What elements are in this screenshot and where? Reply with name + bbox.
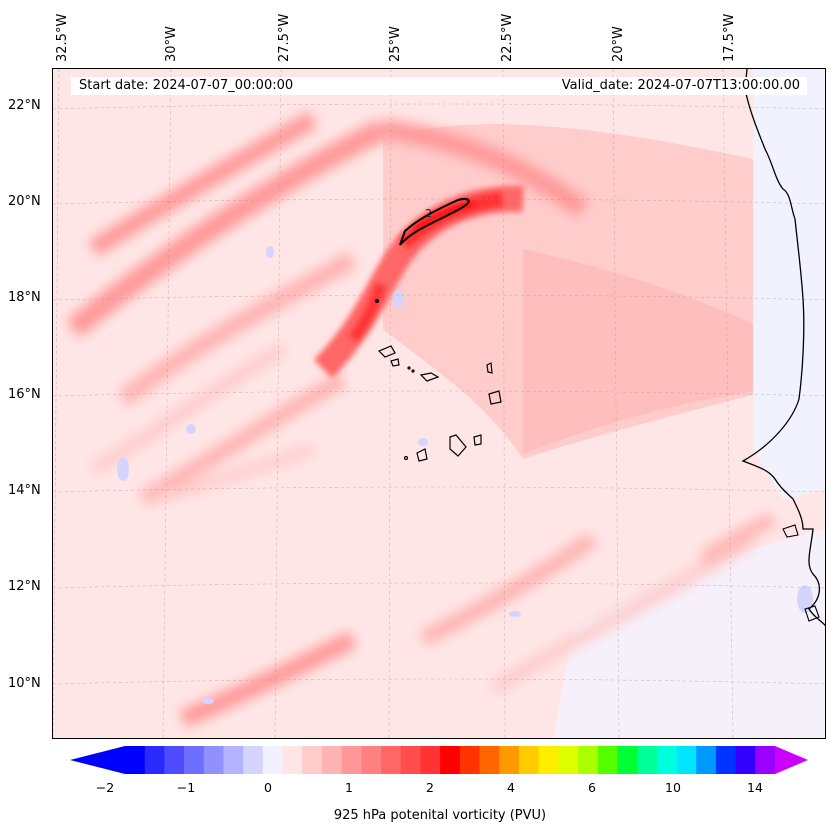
colorbar-tick-label: 4	[507, 780, 515, 795]
colorbar-cell	[184, 746, 205, 774]
colorbar-cell	[203, 746, 224, 774]
contour-point	[375, 299, 379, 303]
colorbar-tick-label: 6	[588, 780, 596, 795]
colorbar-cell	[302, 746, 323, 774]
colorbar-cell	[440, 746, 461, 774]
lon-label-30w: 30°W	[164, 26, 179, 62]
colorbar-tick-label: 0	[264, 780, 272, 795]
colorbar-tick-label: 10	[665, 780, 681, 795]
colorbar-cell	[558, 746, 579, 774]
colorbar-cell	[499, 746, 520, 774]
colorbar-cell	[223, 746, 244, 774]
lon-label-17-5w: 17.5°W	[722, 13, 737, 62]
pv-negative-east	[753, 69, 825, 499]
lat-label-10n: 10°N	[8, 676, 41, 691]
bijagos-islands	[804, 605, 820, 622]
colorbar-label: 925 hPa potenital vorticity (PVU)	[333, 808, 547, 823]
lat-label-20n: 20°N	[8, 194, 41, 209]
colorbar-cell	[381, 746, 402, 774]
colorbar-cell	[361, 746, 382, 774]
colorbar-cell	[262, 746, 284, 774]
colorbar-extend-low	[70, 746, 125, 774]
valid-date-text: Valid_date: 2024-07-07T13:00:00.00	[561, 78, 800, 93]
lat-label-22n: 22°N	[8, 98, 41, 113]
coast-inlet	[782, 524, 799, 538]
pv-region-ne	[523, 249, 773, 454]
lon-label-32-5w: 32.5°W	[55, 13, 70, 62]
colorbar-cell	[735, 746, 756, 774]
colorbar-cell	[518, 746, 540, 774]
colorbar-cell	[420, 746, 441, 774]
colorbar-extend-high	[775, 746, 808, 774]
lon-label-25w: 25°W	[388, 26, 403, 62]
colorbar-cell	[479, 746, 500, 774]
colorbar	[70, 746, 808, 774]
colorbar-cell	[400, 746, 421, 774]
pv-negative-blobs	[117, 246, 813, 704]
colorbar-cell	[637, 746, 658, 774]
colorbar-cell	[164, 746, 185, 774]
cape-verde-islands	[377, 345, 502, 462]
colorbar-cells	[125, 746, 776, 774]
colorbar-cell	[578, 746, 599, 774]
colorbar-cell	[538, 746, 559, 774]
colorbar-cell	[282, 746, 303, 774]
gridlines	[53, 69, 825, 738]
colorbar-cell	[144, 746, 165, 774]
pv-negative-south	[553, 529, 825, 738]
colorbar-tick-label: −1	[176, 780, 196, 795]
colorbar-tick-label: 2	[426, 780, 434, 795]
colorbar-cell	[755, 746, 776, 774]
lat-label-12n: 12°N	[8, 579, 41, 594]
colorbar-tick-label: −2	[95, 780, 115, 795]
contour-label: 2	[425, 207, 432, 220]
lon-label-20w: 20°W	[611, 26, 626, 62]
colorbar-cell	[597, 746, 618, 774]
africa-coastline	[741, 69, 825, 627]
contour-2pvu	[399, 197, 470, 246]
colorbar-cell	[656, 746, 678, 774]
colorbar-cell	[341, 746, 362, 774]
colorbar-cell	[696, 746, 717, 774]
start-date-text: Start date: 2024-07-07_00:00:00	[79, 78, 294, 93]
colorbar-cell	[715, 746, 737, 774]
colorbar-cell	[125, 746, 146, 774]
pv-streaks	[66, 111, 777, 728]
colorbar-tick-label: 1	[345, 780, 353, 795]
lat-label-14n: 14°N	[8, 483, 41, 498]
lat-label-16n: 16°N	[8, 387, 41, 402]
colorbar-cell	[676, 746, 697, 774]
info-bar: Start date: 2024-07-07_00:00:00 Valid_da…	[71, 77, 807, 95]
colorbar-tick-label: 14	[747, 780, 763, 795]
lon-label-27-5w: 27.5°W	[277, 13, 292, 62]
pv-field-map: 2	[53, 69, 825, 738]
colorbar-cell	[321, 746, 343, 774]
lat-label-18n: 18°N	[8, 290, 41, 305]
colorbar-cell	[459, 746, 481, 774]
colorbar-cell	[617, 746, 638, 774]
colorbar-cell	[243, 746, 264, 774]
map-panel: 2	[52, 68, 826, 739]
lon-label-22-5w: 22.5°W	[500, 13, 515, 62]
